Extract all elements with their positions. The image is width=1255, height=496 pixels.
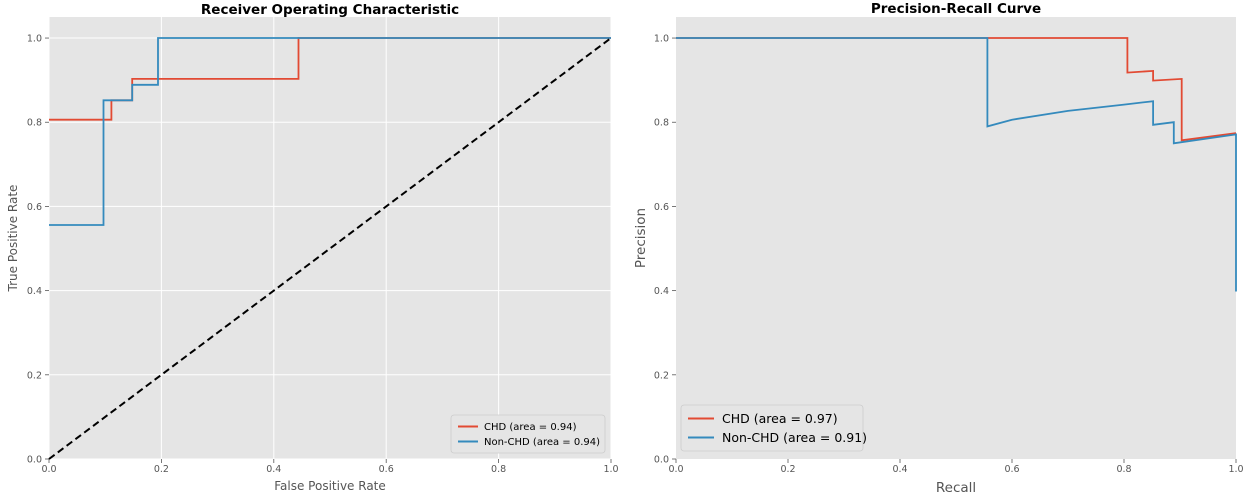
y-tick-label: 0.6 <box>27 202 42 213</box>
roc-x-axis-label: False Positive Rate <box>274 479 386 493</box>
y-tick-label: 0.0 <box>654 455 669 466</box>
x-tick-label: 0.4 <box>892 464 907 475</box>
legend-box <box>450 414 606 454</box>
x-tick-label: 0.2 <box>154 464 169 475</box>
x-tick-label: 0.8 <box>491 464 506 475</box>
pr-legend: CHD (area = 0.97) Non-CHD (area = 0.91) <box>680 404 867 452</box>
x-tick-label: 0.4 <box>266 464 281 475</box>
y-tick-label: 0.8 <box>27 118 42 129</box>
legend-box <box>680 404 864 452</box>
pr-title: Precision-Recall Curve <box>871 1 1041 17</box>
legend-label: Non-CHD (area = 0.91) <box>722 430 867 445</box>
y-tick-label: 0.6 <box>654 202 669 213</box>
roc-grid <box>48 17 612 460</box>
x-tick-label: 0.6 <box>1004 464 1019 475</box>
pr-series-group <box>676 37 1237 292</box>
x-tick-label: 0.6 <box>379 464 394 475</box>
series-line-1 <box>49 37 611 226</box>
pr-tick-labels: 0.0 0.2 0.4 0.6 0.8 1.0 0.0 0.2 0.4 0.6 0.8 1.0 <box>654 34 1244 475</box>
x-tick-label: 0.8 <box>1116 464 1131 475</box>
pr-y-axis-label: Precision <box>633 208 649 268</box>
roc-tick-labels: 0.0 0.2 0.4 0.6 0.8 1.0 0.0 0.2 0.4 0.6 0.8 1.0 <box>27 34 619 475</box>
pr-chart: 0.0 0.2 0.4 0.6 0.8 1.0 0.0 0.2 0.4 0.6 0.8 1.0 Pre… <box>633 1 1244 496</box>
y-tick-label: 1.0 <box>654 34 669 45</box>
y-tick-label: 0.0 <box>27 455 42 466</box>
x-tick-label: 1.0 <box>603 464 618 475</box>
roc-series-group <box>48 37 612 460</box>
roc-title: Receiver Operating Characteristic <box>201 2 459 18</box>
roc-y-axis-label: True Positive Rate <box>6 185 20 293</box>
x-tick-label: 0.0 <box>668 464 683 475</box>
legend-label: Non-CHD (area = 0.94) <box>484 437 600 448</box>
y-tick-label: 0.2 <box>27 370 42 381</box>
x-tick-label: 1.0 <box>1228 464 1243 475</box>
legend-label: CHD (area = 0.94) <box>484 422 577 433</box>
roc-chart: 0.0 0.2 0.4 0.6 0.8 1.0 0.0 0.2 0.4 0.6 0.8 1.0 Rec… <box>6 2 619 493</box>
y-tick-label: 0.4 <box>654 286 669 297</box>
pr-x-axis-label: Recall <box>936 480 976 496</box>
x-tick-label: 0.0 <box>41 464 56 475</box>
y-tick-label: 0.2 <box>654 370 669 381</box>
y-tick-label: 0.4 <box>27 286 42 297</box>
legend-label: CHD (area = 0.97) <box>722 411 838 426</box>
roc-legend: CHD (area = 0.94) Non-CHD (area = 0.94) <box>450 414 606 454</box>
pr-plot-area <box>676 17 1236 459</box>
roc-plot-area <box>49 17 611 459</box>
y-tick-label: 0.8 <box>654 118 669 129</box>
y-tick-label: 1.0 <box>27 34 42 45</box>
series-line-1 <box>676 37 1237 292</box>
series-line-0 <box>676 37 1237 142</box>
chance-diagonal-line <box>48 37 612 460</box>
x-tick-label: 0.2 <box>780 464 795 475</box>
